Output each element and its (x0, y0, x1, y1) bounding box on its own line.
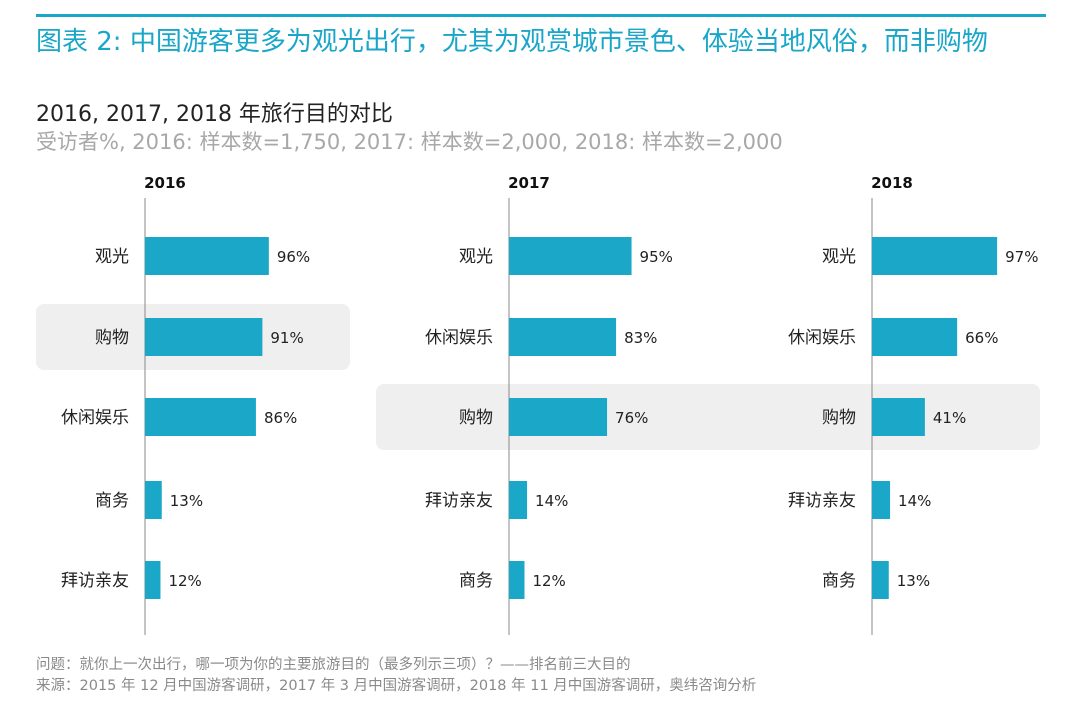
data-label: 76% (615, 409, 648, 427)
category-label: 拜访亲友 (425, 491, 493, 511)
bar (509, 481, 528, 519)
top-rule (36, 14, 1046, 17)
category-label: 购物 (459, 408, 493, 428)
bar (509, 237, 632, 275)
category-label: 休闲娱乐 (61, 408, 129, 428)
bar-chart-panels: 2016 观光 96% 购物 91% 休闲娱乐 86% 商务 13% 拜访亲友 12% 2017 观光 9… (36, 174, 1040, 635)
panel-title-2018: 2018 (871, 174, 913, 192)
data-label: 13% (170, 492, 203, 510)
footnote-source: 来源：2015 年 12 月中国游客调研，2017 年 3 月中国游客调研，20… (36, 678, 757, 694)
category-label: 购物 (95, 328, 129, 348)
data-label: 97% (1005, 248, 1038, 266)
bar (872, 398, 925, 436)
category-label: 商务 (822, 571, 856, 591)
bar (145, 318, 263, 356)
category-label: 休闲娱乐 (425, 328, 493, 348)
data-label: 14% (898, 492, 931, 510)
data-label: 13% (897, 572, 930, 590)
footnote-question: 问题：就你上一次出行，哪一项为你的主要旅游目的（最多列示三项）？——排名前三大目… (36, 657, 631, 673)
footnotes: 问题：就你上一次出行，哪一项为你的主要旅游目的（最多列示三项）？——排名前三大目… (36, 655, 756, 697)
panel-title-2017: 2017 (508, 174, 550, 192)
category-label: 拜访亲友 (788, 491, 856, 511)
category-label: 观光 (459, 247, 493, 267)
bar (872, 237, 998, 275)
sample-size-note: 受访者%, 2016: 样本数=1,750, 2017: 样本数=2,000, … (36, 130, 783, 154)
bar (509, 398, 608, 436)
category-label: 购物 (822, 408, 856, 428)
bar (145, 237, 269, 275)
data-label: 66% (965, 329, 998, 347)
bar (872, 318, 958, 356)
category-label: 观光 (95, 247, 129, 267)
bar (872, 481, 891, 519)
category-label: 休闲娱乐 (788, 328, 856, 348)
data-label: 91% (270, 329, 303, 347)
data-label: 86% (264, 409, 297, 427)
bar (145, 561, 161, 599)
bar (509, 561, 525, 599)
category-label: 拜访亲友 (61, 571, 129, 591)
chart-subtitle: 2016, 2017, 2018 年旅行目的对比 (36, 102, 393, 127)
data-label: 95% (640, 248, 673, 266)
bar (145, 398, 256, 436)
category-label: 商务 (459, 571, 493, 591)
bar (145, 481, 162, 519)
data-label: 12% (168, 572, 201, 590)
data-label: 14% (535, 492, 568, 510)
data-label: 83% (624, 329, 657, 347)
category-label: 观光 (822, 247, 856, 267)
category-label: 商务 (95, 491, 129, 511)
bar (872, 561, 889, 599)
data-label: 96% (277, 248, 310, 266)
data-label: 41% (933, 409, 966, 427)
bar (509, 318, 617, 356)
chart-title: 图表 2: 中国游客更多为观光出行，尤其为观赏城市景色、体验当地风俗，而非购物 (36, 27, 988, 57)
data-label: 12% (532, 572, 565, 590)
panel-title-2016: 2016 (144, 174, 186, 192)
